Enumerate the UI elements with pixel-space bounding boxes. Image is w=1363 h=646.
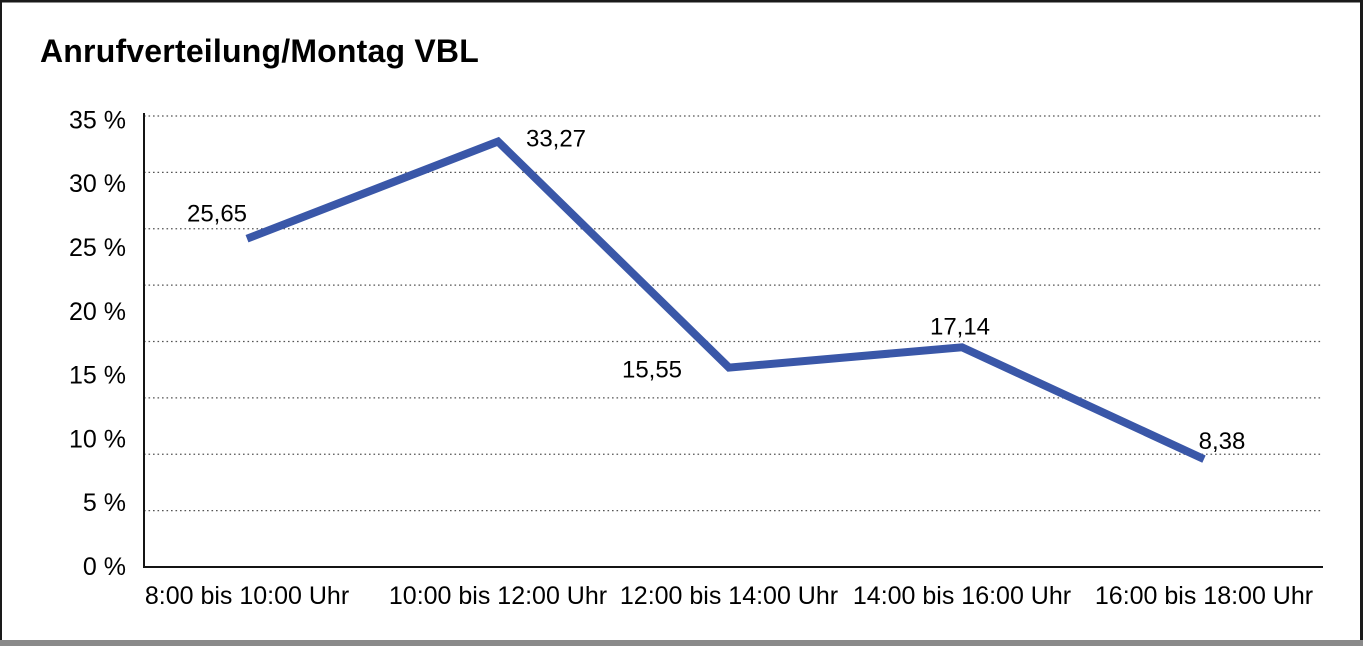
data-point-label: 17,14 (930, 313, 990, 340)
y-tick-label: 25 % (69, 234, 126, 262)
y-tick-label: 15 % (69, 362, 126, 390)
data-point-label: 15,55 (622, 357, 682, 384)
y-tick-label: 5 % (83, 489, 126, 517)
x-tick-label: 16:00 bis 18:00 Uhr (1095, 582, 1313, 610)
axes (143, 113, 1323, 568)
x-tick-label: 10:00 bis 12:00 Uhr (389, 582, 607, 610)
frame-border-top (0, 0, 1363, 3)
y-tick-label: 20 % (69, 298, 126, 326)
frame-border-right (1360, 0, 1363, 646)
y-tick-label: 0 % (83, 553, 126, 581)
frame-border-left (0, 0, 2, 646)
y-tick-label: 30 % (69, 170, 126, 198)
y-tick-label: 35 % (69, 106, 126, 134)
chart-title: Anrufverteilung/Montag VBL (40, 33, 479, 69)
x-tick-label: 12:00 bis 14:00 Uhr (620, 582, 838, 610)
x-tick-label: 8:00 bis 10:00 Uhr (145, 582, 349, 610)
data-point-label: 8,38 (1199, 428, 1246, 455)
data-line (245, 136, 1206, 463)
gridlines (144, 115, 1323, 512)
data-point-label: 25,65 (187, 201, 247, 228)
data-point-label: 33,27 (526, 125, 586, 152)
frame-border-bottom (0, 640, 1363, 646)
data-series (245, 136, 1206, 463)
y-tick-label: 10 % (69, 425, 126, 453)
labels: 35 % 30 % 25 % 20 % 15 % 10 % 5 % 0 % 8:00 bis 1… (69, 106, 1313, 610)
x-tick-label: 14:00 bis 16:00 Uhr (853, 582, 1071, 610)
